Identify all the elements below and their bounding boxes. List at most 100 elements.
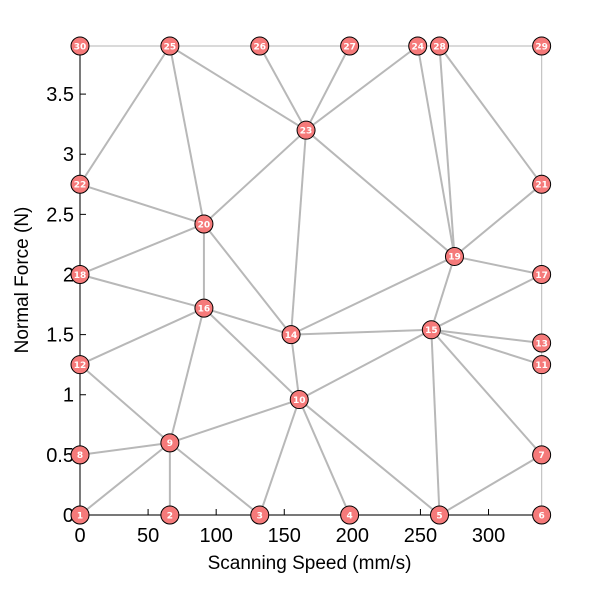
node-10: 10 <box>289 390 309 410</box>
node-11: 11 <box>532 355 552 375</box>
node-label: 7 <box>539 451 545 461</box>
node-23: 23 <box>296 120 316 140</box>
node-marker <box>532 505 552 525</box>
node-15: 15 <box>421 320 441 340</box>
edge-15-19 <box>430 256 456 331</box>
node-label: 21 <box>535 181 548 191</box>
y-tick-label: 1.5 <box>46 325 74 347</box>
node-30: 30 <box>70 36 90 56</box>
node-label: 19 <box>448 253 461 263</box>
node-label: 8 <box>77 451 83 461</box>
y-tick-label: 0.5 <box>46 445 74 467</box>
node-marker <box>532 445 552 465</box>
node-marker <box>281 325 301 345</box>
node-marker <box>532 333 552 353</box>
node-16: 16 <box>194 298 214 318</box>
node-marker <box>408 36 428 56</box>
node-27: 27 <box>340 36 360 56</box>
node-19: 19 <box>444 246 464 266</box>
edge-1-9 <box>79 442 171 516</box>
node-marker <box>340 36 360 56</box>
edge-3-10 <box>258 399 301 516</box>
edge-5-10 <box>298 398 441 516</box>
y-tick-label: 3 <box>63 144 74 166</box>
node-marker <box>532 264 552 284</box>
node-1: 1 <box>70 505 90 525</box>
node-label: 20 <box>198 220 211 230</box>
y-axis-title: Normal Force (N) <box>12 207 33 354</box>
edge-22-25 <box>79 45 171 185</box>
node-28: 28 <box>430 36 450 56</box>
node-marker <box>444 246 464 266</box>
node-marker <box>70 264 90 284</box>
x-tick-label: 200 <box>336 525 369 547</box>
node-marker <box>70 36 90 56</box>
node-26: 26 <box>250 36 270 56</box>
edge-20-14 <box>203 223 292 336</box>
node-8: 8 <box>70 445 90 465</box>
node-label: 5 <box>436 511 442 521</box>
node-20: 20 <box>194 214 214 234</box>
edge-18-20 <box>79 223 205 276</box>
x-tick-label: 250 <box>404 525 437 547</box>
edge-16-14 <box>203 307 292 336</box>
axis-ticks: 0 50 100 150 200 250 300 0 0.5 1 1.5 2 2.5 3 3.5 <box>46 84 505 547</box>
node-marker <box>340 505 360 525</box>
edge-28-21 <box>438 45 543 185</box>
y-tick-label: 0 <box>63 505 74 527</box>
edge-10-15 <box>298 328 432 401</box>
node-label: 23 <box>300 126 313 136</box>
node-label: 30 <box>74 42 87 52</box>
node-marker <box>70 445 90 465</box>
edge-4-10 <box>298 399 351 516</box>
node-label: 26 <box>253 42 266 52</box>
node-marker <box>430 505 450 525</box>
node-label: 6 <box>539 511 545 521</box>
node-label: 11 <box>535 361 548 371</box>
node-label: 12 <box>74 361 87 371</box>
node-label: 3 <box>257 511 263 521</box>
x-tick-label: 0 <box>74 525 85 547</box>
node-marker <box>430 36 450 56</box>
edge-20-23 <box>203 129 307 225</box>
node-12: 12 <box>70 355 90 375</box>
node-9: 9 <box>160 433 180 453</box>
node-label: 25 <box>164 42 177 52</box>
y-tick-label: 1 <box>63 385 74 407</box>
node-24: 24 <box>408 36 428 56</box>
node-17: 17 <box>532 264 552 284</box>
node-label: 13 <box>535 339 548 349</box>
node-marker <box>70 505 90 525</box>
edge-27-23 <box>305 45 351 131</box>
node-2: 2 <box>160 505 180 525</box>
node-label: 15 <box>425 326 438 336</box>
node-marker <box>250 36 270 56</box>
edge-25-23 <box>169 45 307 132</box>
edge-15-13 <box>431 328 542 345</box>
node-7: 7 <box>532 445 552 465</box>
node-marker <box>532 355 552 375</box>
edge-20-25 <box>168 45 205 225</box>
node-label: 1 <box>77 511 83 521</box>
node-13: 13 <box>532 333 552 353</box>
node-label: 14 <box>285 331 298 341</box>
node-marker <box>421 320 441 340</box>
edge-15-17 <box>430 273 543 331</box>
edge-19-28 <box>438 45 456 257</box>
node-marker <box>70 355 90 375</box>
edge-26-23 <box>258 45 307 131</box>
node-marker <box>160 36 180 56</box>
edge-5-7 <box>438 454 543 516</box>
x-tick-label: 300 <box>472 525 505 547</box>
node-label: 27 <box>343 42 356 52</box>
node-label: 18 <box>74 271 87 281</box>
node-marker <box>194 214 214 234</box>
node-21: 21 <box>532 174 552 194</box>
node-marker <box>296 120 316 140</box>
node-label: 2 <box>167 511 173 521</box>
edge-14-15 <box>291 328 432 336</box>
node-5: 5 <box>430 505 450 525</box>
edge-23-19 <box>305 129 456 258</box>
node-25: 25 <box>160 36 180 56</box>
